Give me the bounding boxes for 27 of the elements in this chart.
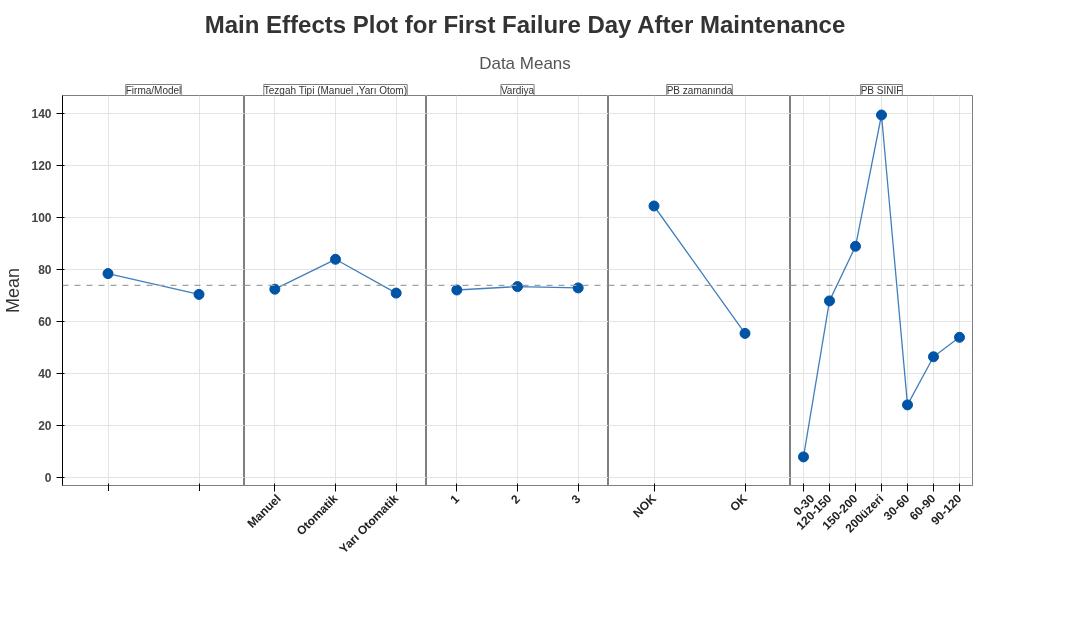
y-axis-title: Mean <box>3 267 24 313</box>
y-tick-label: 80 <box>38 262 52 277</box>
x-tick-label: 2 <box>508 491 524 507</box>
annotation: PB SINIF <box>860 84 903 96</box>
point <box>850 240 861 252</box>
y-tick-label: 100 <box>31 210 52 225</box>
y-tick-label: 20 <box>38 418 52 433</box>
x-tick-label: 1 <box>447 491 463 507</box>
point <box>928 350 939 362</box>
text: Data Means <box>479 53 571 76</box>
y-tick-label: 140 <box>31 106 52 121</box>
annotation: Firma/Model <box>125 84 182 96</box>
y-tick-label: 0 <box>44 470 52 485</box>
y-tick-label: 60 <box>38 314 52 329</box>
annotation: Tezgah Tipi (Manuel ,Yarı Otom) <box>263 84 408 96</box>
x-tick-label: OK <box>727 490 751 514</box>
point <box>876 109 887 121</box>
text: Main Effects Plot for First Failure Day After Maintenance <box>204 10 846 40</box>
annotation: PB zamanında <box>666 84 733 96</box>
annotation: Vardiya <box>500 84 535 96</box>
y-tick-label: 40 <box>38 366 52 381</box>
x-tick-label: 3 <box>568 491 584 507</box>
point <box>798 450 809 462</box>
point <box>954 331 965 343</box>
point <box>902 398 913 410</box>
y-tick-label: 120 <box>31 158 52 173</box>
point <box>824 294 835 306</box>
